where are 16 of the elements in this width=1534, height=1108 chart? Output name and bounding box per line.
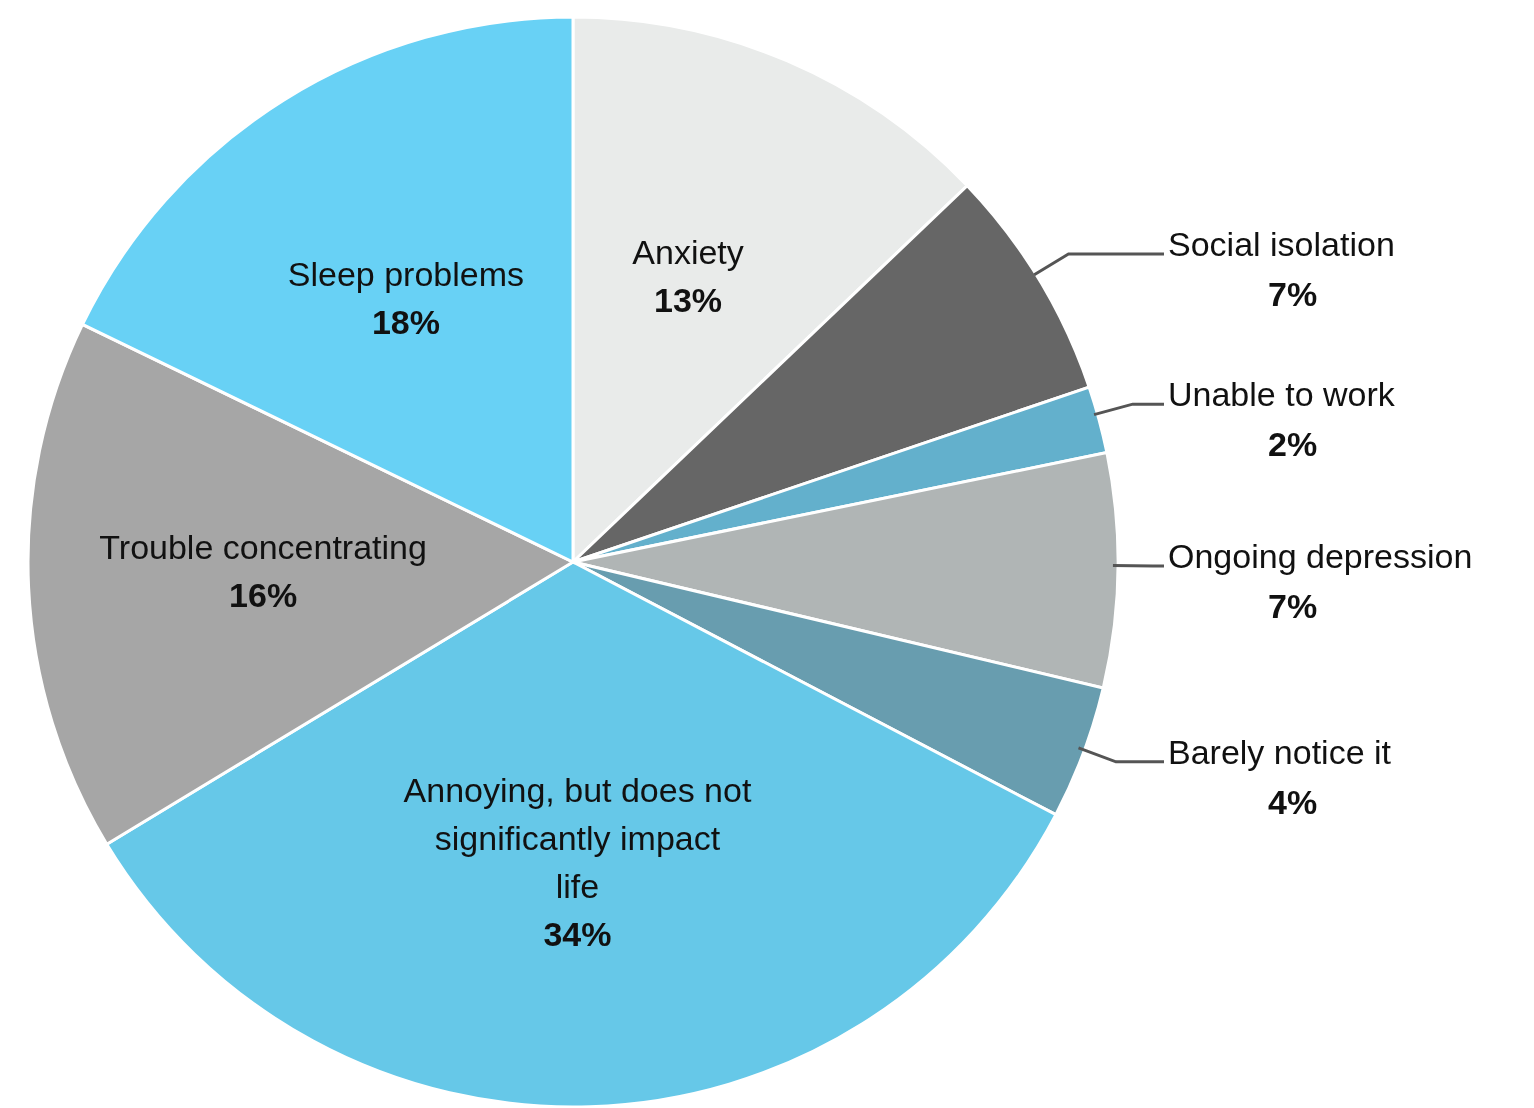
slice-label: Anxiety: [632, 233, 744, 272]
slice-label: Sleep problems: [287, 255, 525, 294]
data-label: 2%: [1268, 425, 1318, 464]
data-label: 13%: [654, 281, 723, 320]
slice-label: Ongoing depression: [1168, 537, 1473, 576]
data-label: 18%: [371, 303, 440, 342]
data-label: 34%: [543, 915, 612, 954]
data-label: 7%: [1268, 275, 1318, 314]
slice-label: Social isolation: [1168, 225, 1395, 264]
data-label: 7%: [1268, 587, 1318, 626]
slice-label: Unable to work: [1168, 375, 1396, 414]
slice-label: Annoying, but does not significantly impact life: [403, 771, 752, 906]
data-label: 4%: [1268, 782, 1318, 821]
data-label: 16%: [229, 576, 298, 615]
slice-label: Trouble concentrating: [99, 528, 427, 567]
slice-label: Barely notice it: [1168, 732, 1392, 771]
